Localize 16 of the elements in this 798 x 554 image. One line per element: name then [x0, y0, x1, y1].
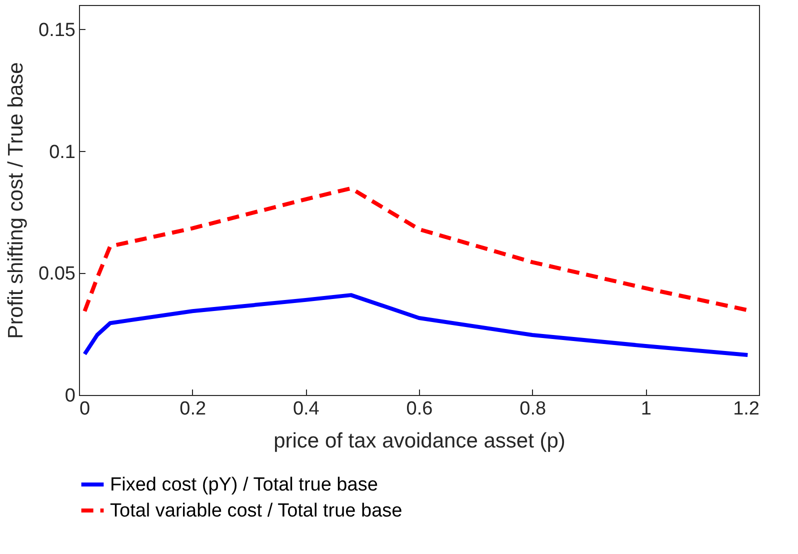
x-tick-label: 0.8: [520, 398, 546, 420]
x-axis-title: price of tax avoidance asset (p): [274, 430, 566, 452]
x-tick-label: 0.4: [292, 398, 320, 420]
y-tick-label: 0.1: [49, 142, 76, 163]
x-tick-label: 0.6: [406, 398, 433, 420]
x-tick-label: 1: [640, 398, 652, 420]
y-axis-title: Profit shifting cost / True base: [4, 62, 28, 339]
legend-label: Total variable cost / Total true base: [110, 500, 402, 522]
x-tick-label: 1.2: [733, 398, 760, 420]
x-tick-label: 0: [80, 398, 90, 420]
legend-label: Fixed cost (pY) / Total true base: [110, 474, 378, 496]
y-tick-label: 0.15: [38, 20, 76, 41]
y-tick-label: 0.05: [38, 264, 76, 285]
x-tick-label: 0.2: [180, 398, 206, 420]
y-tick-label: 0: [64, 386, 76, 406]
line-series: [82, 293, 750, 358]
